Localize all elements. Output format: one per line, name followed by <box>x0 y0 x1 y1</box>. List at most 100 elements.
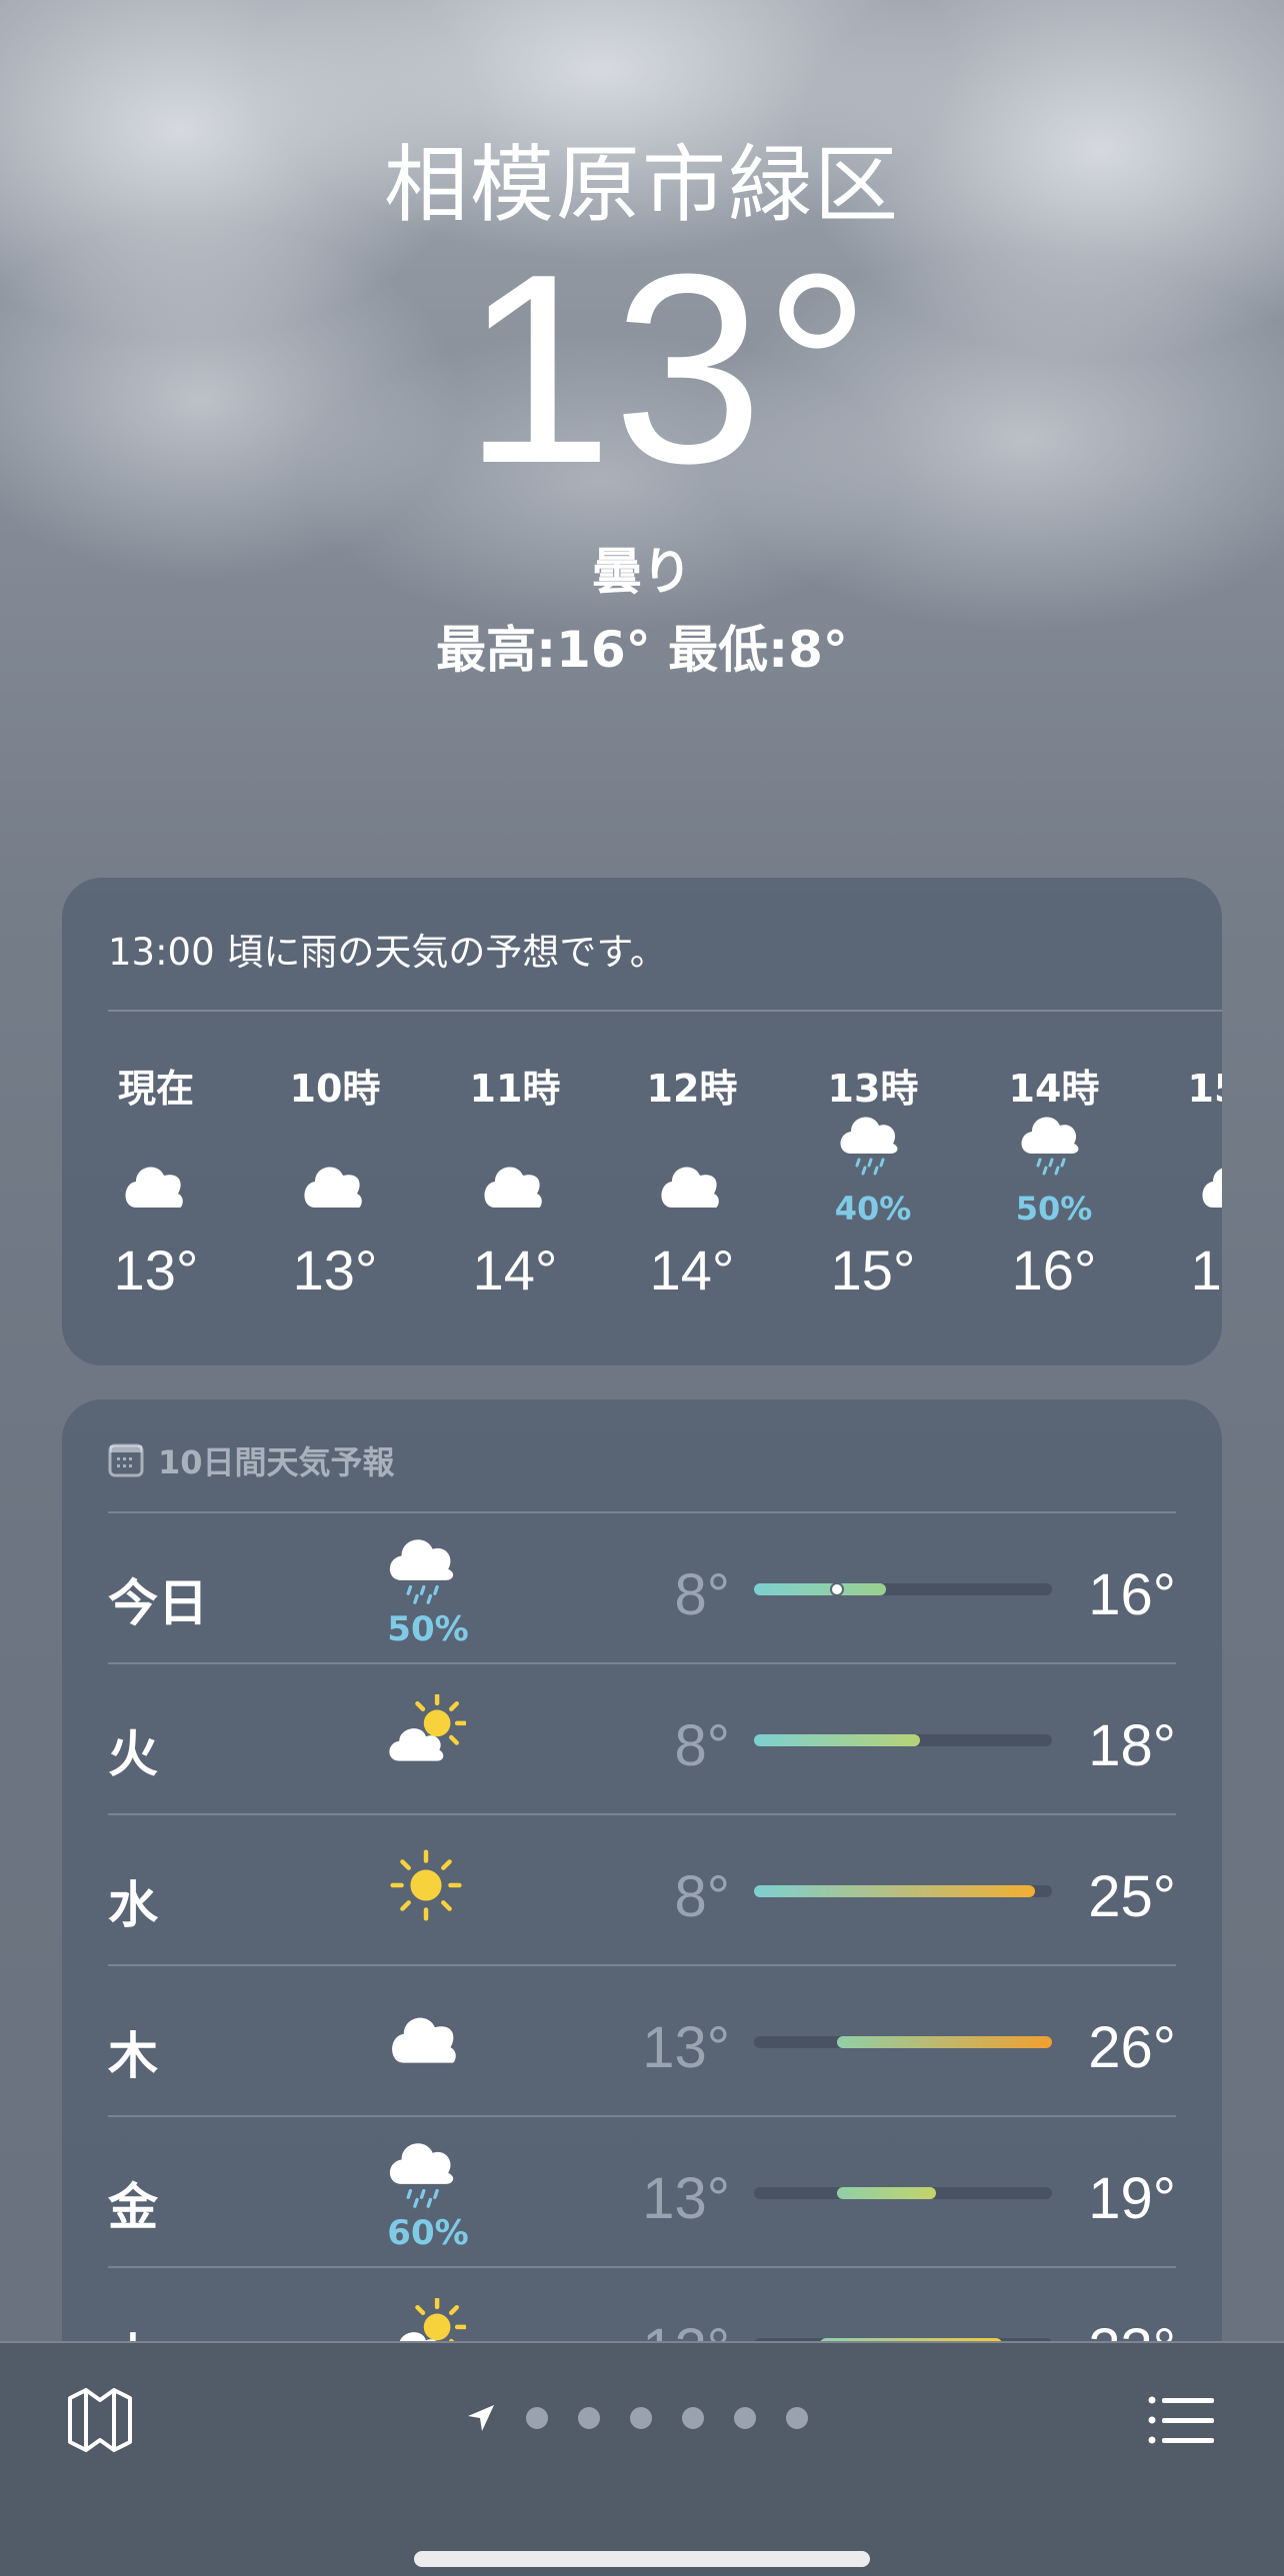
temp-range-fill <box>754 1734 920 1746</box>
day-icon <box>386 1845 476 1935</box>
hour-temp: 16° <box>1190 1239 1222 1301</box>
precip-chance: 50% <box>1015 1190 1093 1228</box>
hourly-item: 10時 13° <box>255 1058 415 1302</box>
hour-label: 12時 <box>646 1067 738 1111</box>
hour-temp: 13° <box>113 1239 199 1301</box>
daily-title: 10日間天気予報 <box>158 1443 395 1481</box>
cloud-rain-icon <box>389 1539 454 1604</box>
temp-range-fill <box>836 2187 937 2199</box>
day-icon <box>386 1531 476 1621</box>
divider <box>108 1010 1222 1012</box>
hour-label: 14時 <box>1008 1067 1100 1111</box>
page-dot[interactable] <box>786 2407 808 2429</box>
hour-label: 13時 <box>827 1067 919 1111</box>
high-temp: 19° <box>1088 2166 1176 2231</box>
daily-row[interactable]: 火 8° 18° <box>108 1662 1176 1813</box>
daily-forecast-card[interactable]: 10日間天気予報 今日 50% 8° 16° 火 8° 18° 水 8° 25° 木 13° 26° 金 6… <box>62 1399 1222 2399</box>
low-temp: 13° <box>642 2166 730 2231</box>
precip-chance: 40% <box>834 1190 912 1228</box>
precip-chance: 50% <box>387 1609 469 1649</box>
hourly-forecast-card[interactable]: 13:00 頃に雨の天気の予想です。 現在 13° 10時 13° 11時 14° 12時 1… <box>62 878 1222 1365</box>
hour-icon <box>255 1118 415 1228</box>
high-temp: 25° <box>1088 1864 1176 1929</box>
current-temperature: 13° <box>462 219 872 520</box>
daily-row[interactable]: 水 8° 25° <box>108 1813 1176 1964</box>
page-dot[interactable] <box>526 2407 548 2429</box>
day-label: 木 <box>108 2027 158 2085</box>
page-dot[interactable] <box>682 2407 704 2429</box>
page-dot[interactable] <box>630 2407 652 2429</box>
low-temp: 8° <box>674 1562 730 1627</box>
sun-icon <box>390 1849 462 1921</box>
list-icon[interactable] <box>1148 2395 1216 2445</box>
daily-row[interactable]: 金 60% 13° 19° <box>108 2115 1176 2266</box>
high-temp: 16° <box>1088 1562 1176 1627</box>
temp-range-bar <box>754 1734 1052 1746</box>
hour-temp: 15° <box>830 1239 916 1301</box>
city-name: 相模原市緑区 <box>383 136 900 234</box>
page-dot[interactable] <box>734 2407 756 2429</box>
cloud-icon <box>661 1167 719 1208</box>
hourly-item: 12時 14° <box>612 1058 772 1302</box>
high-temp: 26° <box>1088 2015 1176 2080</box>
daily-row[interactable]: 今日 50% 8° 16° <box>108 1511 1176 1662</box>
hour-temp: 14° <box>649 1239 735 1301</box>
temp-range-fill <box>836 2036 1052 2048</box>
day-icon <box>386 1996 476 2086</box>
hour-icon <box>76 1118 236 1228</box>
hour-icon <box>612 1118 772 1228</box>
hour-label: 11時 <box>469 1067 561 1111</box>
daily-header: 10日間天気予報 <box>108 1437 395 1483</box>
precip-chance: 60% <box>387 2213 469 2253</box>
hourly-item: 14時 50% 16° <box>974 1058 1134 1302</box>
high-low: 最高:16° 最低:8° <box>436 621 848 679</box>
low-temp: 8° <box>674 1864 730 1929</box>
hourly-summary: 13:00 頃に雨の天気の予想です。 <box>108 931 667 974</box>
cloud-rain-icon <box>389 2143 454 2208</box>
hour-icon: 50% <box>974 1117 1134 1228</box>
day-label: 金 <box>108 2178 158 2236</box>
cloud-icon <box>1202 1168 1222 1208</box>
hourly-item: 13時 40% 15° <box>793 1058 953 1302</box>
day-icon <box>386 1692 476 1784</box>
day-label: 今日 <box>108 1574 208 1632</box>
hour-temp: 14° <box>472 1239 558 1301</box>
hourly-item: 現在 13° <box>76 1058 236 1302</box>
hour-icon: 40% <box>793 1117 953 1228</box>
hour-label: 10時 <box>289 1067 381 1111</box>
temp-range-bar <box>754 2187 1052 2199</box>
hour-temp: 13° <box>292 1239 378 1301</box>
cloud-background <box>0 0 1284 800</box>
current-condition: 曇り <box>592 543 692 601</box>
cloud-icon <box>125 1167 183 1208</box>
map-icon[interactable] <box>66 2388 134 2452</box>
hourly-item: 15時 16° <box>1153 1058 1222 1302</box>
temp-range-fill <box>754 1885 1036 1897</box>
hour-temp: 16° <box>1011 1239 1097 1301</box>
page-indicator[interactable] <box>466 2403 808 2433</box>
hour-icon <box>1153 1118 1222 1228</box>
low-temp: 13° <box>642 2015 730 2080</box>
partly-sunny-icon <box>389 1692 468 1761</box>
low-temp: 8° <box>674 1713 730 1778</box>
day-icon <box>386 2135 476 2225</box>
hour-label: 15時 <box>1187 1067 1222 1111</box>
daily-row[interactable]: 木 13° 26° <box>108 1964 1176 2115</box>
cloud-icon <box>304 1167 362 1208</box>
day-label: 火 <box>108 1725 158 1783</box>
temp-range-bar <box>754 1885 1052 1897</box>
hour-label: 現在 <box>117 1067 194 1111</box>
day-label: 水 <box>108 1876 158 1934</box>
hour-icon <box>435 1118 595 1228</box>
home-indicator[interactable] <box>414 2551 870 2567</box>
hourly-item: 11時 14° <box>435 1058 595 1302</box>
page-dot[interactable] <box>578 2407 600 2429</box>
high-temp: 18° <box>1088 1713 1176 1778</box>
calendar-icon <box>108 1443 144 1477</box>
bottom-toolbar <box>0 2341 1284 2576</box>
location-arrow-icon[interactable] <box>466 2403 496 2433</box>
cloud-rain-icon <box>840 1117 898 1176</box>
current-temp-marker <box>829 1582 844 1596</box>
cloud-icon <box>392 2017 456 2063</box>
temp-range-bar <box>754 1582 1052 1596</box>
